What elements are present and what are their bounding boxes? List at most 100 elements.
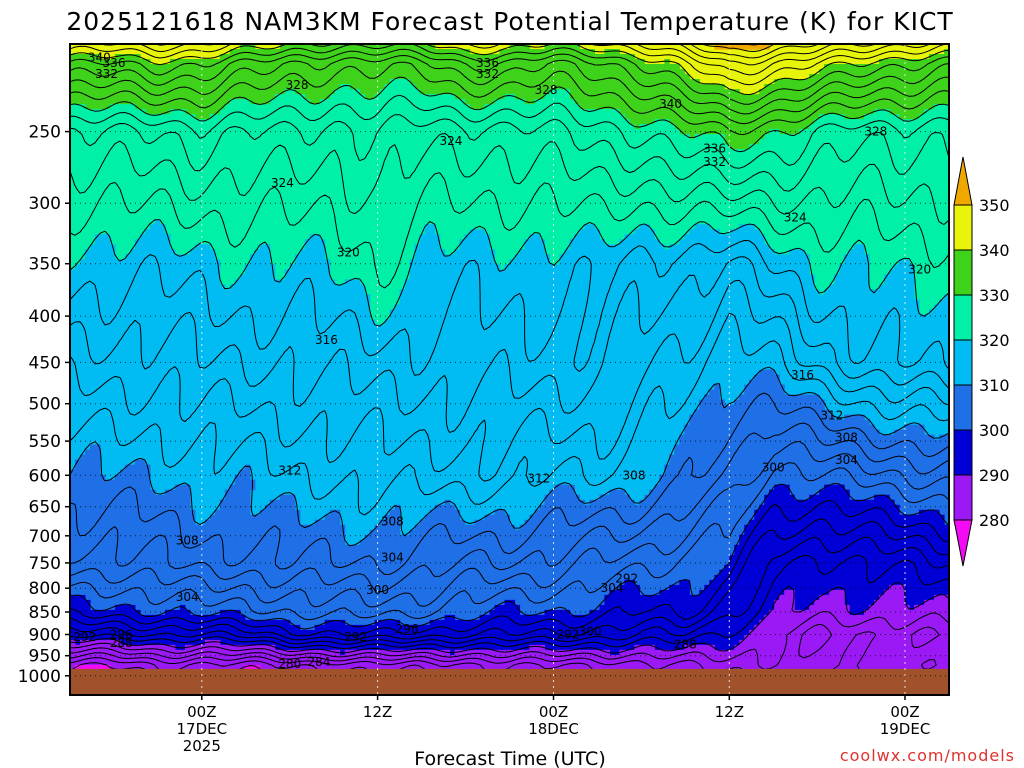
contour-label: 340	[88, 51, 111, 65]
contour-label: 336	[476, 56, 499, 70]
colorbar-segment	[953, 294, 973, 341]
colorbar-label: 350	[979, 196, 1010, 215]
contour-line-322	[69, 172, 950, 289]
contour-label: 320	[908, 262, 931, 276]
x-tick-label: 00Z	[890, 703, 919, 721]
y-tick-label: 950	[29, 647, 61, 667]
contour-label: 336	[103, 56, 126, 70]
y-tick-label: 600	[29, 466, 61, 486]
ground-area	[70, 668, 949, 695]
contour-line-292	[69, 554, 950, 650]
contour-line-306	[69, 422, 950, 593]
grid-layer	[70, 44, 949, 695]
colorbar-over-arrow	[953, 156, 973, 206]
contour-label: 300	[366, 583, 389, 597]
contour-label: 288	[674, 637, 697, 651]
contour-line-316	[69, 256, 950, 433]
colorbar-under-arrow	[953, 519, 973, 567]
contour-line-298	[69, 499, 950, 637]
contour-label: 316	[315, 333, 338, 347]
contour-fill-band-3	[70, 79, 950, 326]
contour-label: 324	[784, 210, 807, 224]
contour-label: 292	[344, 630, 367, 644]
y-tick-label: 550	[29, 432, 61, 452]
contour-label: 308	[835, 431, 858, 445]
contour-line-308	[69, 392, 950, 575]
colorbar-label: 300	[979, 421, 1010, 440]
y-tick-label: 450	[29, 353, 61, 373]
contour-label: 332	[703, 155, 726, 169]
contour-line-324	[69, 133, 950, 225]
x-tick-label: 00Z	[539, 703, 568, 721]
contour-label: 296	[396, 622, 419, 636]
x-axis-label: Forecast Time (UTC)	[414, 748, 605, 768]
colorbar-label: 290	[979, 466, 1010, 485]
contour-line-334	[69, 55, 950, 125]
contour-fill-band-4	[70, 219, 950, 546]
contour-line-332	[69, 61, 950, 136]
y-tick-label: 900	[29, 626, 61, 646]
contour-label-layer: 3403363323283363323283243243403363323283…	[73, 51, 931, 671]
contour-label: 308	[381, 515, 404, 529]
contour-label: 324	[271, 176, 294, 190]
contour-label: 316	[791, 368, 814, 382]
plot-frame	[69, 43, 950, 696]
contour-line-340	[69, 43, 950, 96]
contour-label: 292	[557, 628, 580, 642]
contour-label: 304	[835, 453, 858, 467]
contour-line-296	[69, 518, 950, 641]
contour-label: 292	[73, 630, 96, 644]
colorbar-segment	[953, 339, 973, 386]
contour-line-304	[69, 440, 950, 608]
y-tick-label: 300	[29, 194, 61, 214]
contour-fill-band-6	[70, 484, 950, 656]
contour-label: 328	[286, 78, 309, 92]
contour-label: 340	[659, 97, 682, 111]
contour-line-310	[69, 366, 950, 547]
contour-line-320	[69, 219, 950, 327]
colorbar-label: 340	[979, 241, 1010, 260]
x-tick-label: 19DEC	[880, 720, 931, 738]
colorbar-label: 280	[979, 511, 1010, 530]
y-tick-label: 1000	[18, 667, 61, 687]
colorbar-segment	[953, 249, 973, 296]
contour-line-312	[69, 312, 950, 516]
contour-label: 304	[176, 590, 199, 604]
contour-label: 300	[579, 624, 602, 638]
contour-label: 336	[703, 142, 726, 156]
contour-line-326	[69, 114, 950, 192]
contour-label: 280	[278, 657, 301, 671]
colorbar-segment	[953, 429, 973, 476]
contour-line-314	[69, 279, 950, 482]
contour-label: 292	[615, 571, 638, 585]
y-tick-label: 650	[29, 498, 61, 518]
y-tick-label: 800	[29, 579, 61, 599]
contour-line-330	[69, 76, 950, 153]
contour-line-300	[69, 482, 950, 630]
colorbar-label: 310	[979, 376, 1010, 395]
contour-label: 332	[95, 67, 118, 81]
y-tick-label: 250	[29, 123, 61, 143]
colorbar-label: 330	[979, 286, 1010, 305]
colorbar-label: 320	[979, 331, 1010, 350]
contour-line-328	[69, 94, 950, 169]
x-tick-label: 12Z	[715, 703, 744, 721]
x-tick-label: 00Z	[187, 703, 216, 721]
contour-label: 312	[278, 464, 301, 478]
contour-label: 308	[623, 468, 646, 482]
colorbar: 350 340 330 320 310 300 290 280	[953, 156, 1010, 567]
colorbar-segment	[953, 474, 973, 521]
contour-label: 312	[527, 472, 550, 486]
contour-label: 304	[381, 551, 404, 565]
contour-line-294	[69, 536, 950, 645]
contour-label: 328	[535, 83, 558, 97]
x-tick-label: 2025	[183, 737, 221, 755]
contour-label: 328	[864, 125, 887, 139]
contour-label: 300	[762, 460, 785, 474]
y-tick-label: 850	[29, 603, 61, 623]
x-tick-label: 17DEC	[177, 720, 228, 738]
contour-label: 288	[110, 636, 133, 650]
